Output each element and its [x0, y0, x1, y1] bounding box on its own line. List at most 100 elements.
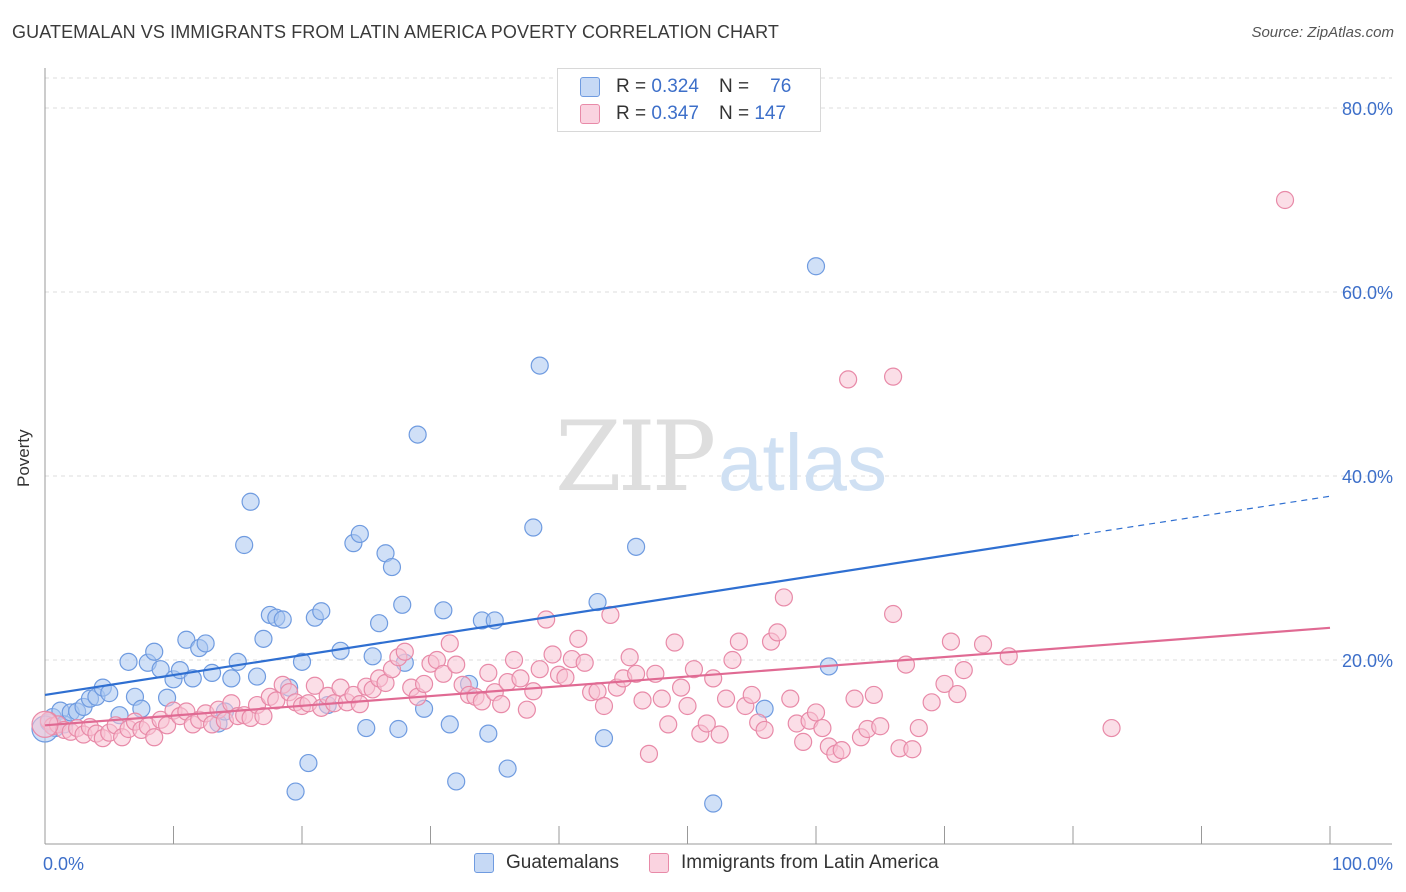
- immigrant-point: [569, 629, 588, 648]
- immigrant-point: [710, 725, 729, 744]
- immigrant-point: [768, 623, 787, 642]
- guatemalan-point: [357, 718, 376, 738]
- guatemalan-point: [292, 652, 312, 671]
- y-tick-label: 60.0%: [1342, 283, 1393, 303]
- correlation-legend: R = 0.324 N = 76 R = 0.347 N = 147: [557, 68, 821, 132]
- guatemalan-point: [408, 425, 427, 444]
- guatemalan-point: [389, 719, 408, 739]
- guatemalan-point: [479, 724, 498, 743]
- immigrant-point: [633, 691, 652, 710]
- legend-r-value: 0.324: [651, 76, 699, 97]
- chart-title: GUATEMALAN VS IMMIGRANTS FROM LATIN AMER…: [12, 22, 780, 42]
- immigrant-point: [774, 588, 793, 607]
- immigrant-point: [530, 660, 549, 679]
- legend-swatch-blue: [580, 77, 600, 97]
- immigrant-point: [697, 714, 716, 733]
- legend-r-label: R =: [616, 103, 647, 124]
- legend-swatch-blue: [474, 853, 494, 873]
- immigrant-point: [659, 715, 678, 734]
- immigrant-point: [781, 689, 800, 708]
- legend-r-label: R =: [616, 76, 647, 97]
- immigrant-point: [254, 707, 273, 726]
- immigrant-point: [935, 674, 954, 694]
- guatemalan-point: [222, 669, 241, 688]
- immigrant-point: [479, 663, 498, 682]
- immigrant-point: [883, 367, 903, 386]
- guatemalan-point: [196, 634, 215, 653]
- immigrant-point: [440, 634, 459, 653]
- guatemalan-point: [100, 684, 119, 703]
- guatemalan-trendline-extension: [1072, 495, 1331, 537]
- guatemalan-point: [202, 663, 222, 682]
- immigrant-point: [864, 685, 883, 705]
- legend-swatch-pink: [649, 853, 670, 873]
- immigrant-trendline: [44, 626, 1331, 727]
- legend-label: Immigrants from Latin America: [681, 852, 939, 873]
- immigrant-point: [729, 632, 749, 651]
- immigrant-point: [954, 661, 973, 680]
- legend-item-guatemalans: Guatemalans: [474, 852, 619, 874]
- guatemalan-point: [434, 601, 453, 620]
- y-axis-label: Poverty: [14, 429, 33, 487]
- guatemalan-point: [254, 629, 273, 648]
- guatemalan-point: [588, 592, 607, 612]
- guatemalan-point: [626, 537, 646, 556]
- guatemalan-point: [312, 602, 331, 621]
- x-tick-label: 100.0%: [1332, 854, 1393, 874]
- watermark-atlas: atlas: [718, 418, 887, 507]
- immigrant-point: [883, 604, 903, 624]
- immigrant-point: [794, 732, 813, 751]
- immigrant-point: [678, 696, 697, 716]
- immigrant-point: [511, 669, 530, 688]
- legend-label: Guatemalans: [506, 852, 620, 873]
- immigrant-point: [684, 660, 704, 679]
- guatemalan-point: [228, 652, 247, 671]
- immigrant-point: [305, 676, 324, 695]
- guatemalan-point: [235, 535, 254, 555]
- immigrant-point: [742, 685, 761, 705]
- legend-n-label: N =: [718, 76, 750, 97]
- guatemalan-point: [145, 642, 164, 661]
- immigrant-point: [813, 718, 832, 738]
- immigrant-point: [492, 695, 511, 714]
- immigrant-point: [1275, 190, 1295, 210]
- y-tick-label: 40.0%: [1342, 467, 1393, 487]
- guatemalan-point: [350, 524, 369, 544]
- immigrant-point: [543, 645, 562, 664]
- immigrant-point: [671, 678, 691, 697]
- y-tick-label: 20.0%: [1342, 651, 1393, 671]
- immigrant-point: [999, 647, 1018, 666]
- guatemalan-point: [530, 356, 549, 375]
- legend-n-value: 76: [770, 76, 792, 97]
- immigrant-point: [434, 664, 453, 683]
- immigrant-point: [350, 695, 369, 714]
- immigrant-point: [871, 717, 890, 736]
- immigrant-point: [639, 744, 659, 763]
- guatemalan-point: [524, 518, 543, 537]
- guatemalan-trendline: [44, 534, 1074, 697]
- guatemalan-point: [704, 794, 723, 813]
- immigrant-point: [903, 740, 922, 759]
- watermark-zip: ZIP: [555, 401, 714, 513]
- immigrant-point: [594, 696, 614, 716]
- immigrant-point: [806, 703, 826, 722]
- guatemalan-point: [447, 772, 466, 791]
- immigrant-point: [832, 741, 851, 760]
- immigrant-point: [620, 648, 639, 667]
- immigrant-point: [909, 718, 928, 738]
- guatemalan-point: [241, 492, 260, 511]
- guatemalan-point: [498, 759, 517, 778]
- x-tick-label: 0.0%: [43, 854, 84, 874]
- immigrant-point: [723, 650, 742, 670]
- legend-swatch-pink: [580, 104, 600, 124]
- legend-item-immigrants: Immigrants from Latin America: [649, 852, 939, 874]
- legend-n-value: 147: [754, 103, 787, 124]
- guatemalan-point: [806, 257, 826, 276]
- guatemalan-point: [393, 595, 412, 614]
- guatemalan-point: [247, 667, 267, 686]
- source-label: Source: ZipAtlas.com: [1251, 24, 1394, 41]
- immigrant-point: [922, 693, 941, 712]
- immigrant-point: [948, 684, 967, 704]
- immigrant-point: [524, 682, 543, 701]
